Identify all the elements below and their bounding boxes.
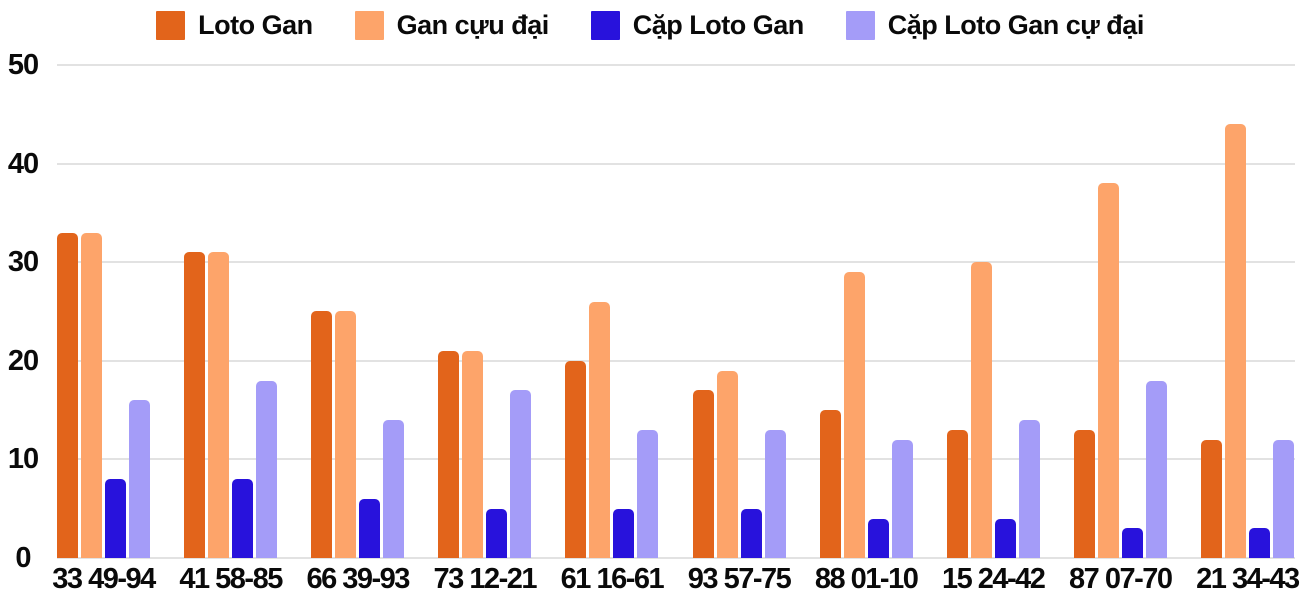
bar	[867, 519, 889, 558]
bar	[843, 272, 865, 558]
bar	[1121, 528, 1143, 558]
bar	[486, 509, 508, 558]
bar	[129, 400, 150, 558]
y-axis-tick-label: 50	[7, 49, 39, 81]
bar	[565, 361, 587, 558]
x-axis-category-label: 21 34-43	[1196, 563, 1300, 595]
bar	[1018, 420, 1040, 558]
bar-group	[1073, 65, 1167, 558]
x-axis-category-label: 73 12-21	[433, 563, 538, 595]
y-axis-tick-label: 10	[7, 443, 39, 476]
chart-legend: Loto Gan Gan cựu đại Cặp Loto Gan Cặp Loto …	[0, 10, 1300, 41]
legend-label: Loto Gan	[198, 10, 313, 40]
legend-item[interactable]: Cặp Loto Gan	[590, 10, 805, 41]
bar-group	[1200, 65, 1294, 558]
bar	[256, 381, 278, 558]
bar	[819, 410, 841, 558]
legend-item[interactable]: Gan cựu đại	[354, 10, 550, 41]
bar	[613, 509, 635, 558]
bar	[716, 371, 738, 558]
bar	[946, 430, 968, 558]
bar-group	[311, 65, 405, 558]
bar-group	[819, 65, 913, 558]
bar	[438, 351, 460, 558]
bar	[57, 233, 78, 558]
legend-label: Cặp Loto Gan	[632, 10, 805, 40]
bar	[994, 519, 1016, 558]
bar-group	[184, 65, 278, 558]
bar	[1248, 528, 1270, 558]
gridline	[57, 64, 1295, 66]
bar	[510, 390, 532, 558]
gridline	[57, 458, 1295, 461]
legend-label: Cặp Loto Gan cự đại	[887, 10, 1145, 40]
bar	[1073, 430, 1095, 558]
legend-item[interactable]: Loto Gan	[156, 10, 313, 41]
legend-label: Gan cựu đại	[396, 10, 550, 40]
bar	[764, 430, 786, 558]
bar	[891, 440, 913, 558]
legend-color-swatch	[354, 11, 384, 40]
bar	[311, 311, 333, 558]
bar	[692, 390, 714, 558]
bar	[740, 509, 762, 558]
bar	[970, 262, 992, 558]
bar	[1145, 381, 1167, 558]
y-axis-tick-label: 20	[7, 344, 39, 377]
x-axis-category-label: 87 07-70	[1069, 563, 1173, 595]
bar	[589, 302, 611, 558]
bar-group	[57, 65, 150, 558]
bar	[1200, 440, 1222, 558]
bar	[462, 351, 484, 558]
x-axis-category-label: 41 58-85	[179, 563, 283, 595]
legend-item[interactable]: Cặp Loto Gan cự đại	[845, 10, 1145, 41]
bar	[208, 252, 230, 558]
x-axis-category-label: 33 49-94	[52, 563, 156, 595]
y-axis-tick-label: 40	[7, 147, 39, 180]
bar	[1224, 124, 1246, 558]
gridline	[57, 359, 1295, 362]
bar	[383, 420, 405, 558]
legend-color-swatch	[156, 11, 186, 40]
bar-group	[565, 65, 659, 558]
x-axis-category-label: 61 16-61	[560, 563, 665, 595]
x-axis-category-label: 88 01-10	[814, 563, 919, 595]
bar	[232, 479, 254, 558]
gridline	[57, 261, 1295, 264]
gridline	[57, 162, 1295, 165]
y-axis-tick-label: 0	[15, 542, 31, 574]
legend-color-swatch	[590, 11, 620, 40]
legend-color-swatch	[845, 11, 875, 40]
bar	[81, 233, 102, 558]
bar	[359, 499, 381, 558]
gridline	[57, 557, 1295, 559]
bar-group	[946, 65, 1040, 558]
bar	[105, 479, 126, 558]
x-axis-category-label: 93 57-75	[687, 563, 792, 595]
bar	[184, 252, 206, 558]
bar-group	[438, 65, 532, 558]
bar	[1097, 183, 1119, 558]
x-axis-category-label: 66 39-93	[306, 563, 410, 595]
x-axis-category-label: 15 24-42	[941, 563, 1046, 595]
bar	[637, 430, 659, 558]
bar-group	[692, 65, 786, 558]
bar	[335, 311, 357, 558]
bar	[1272, 440, 1294, 558]
y-axis-tick-label: 30	[7, 246, 39, 279]
